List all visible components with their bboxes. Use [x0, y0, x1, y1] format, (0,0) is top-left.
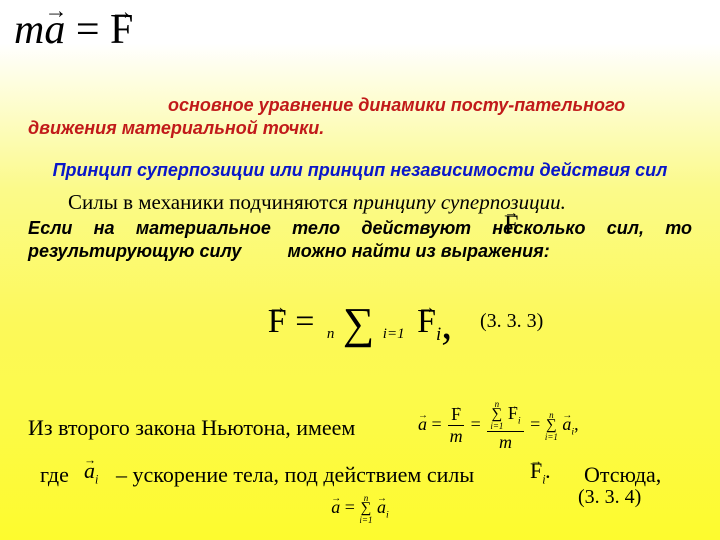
body-newton2: Из второго закона Ньютона, имеем — [28, 415, 355, 441]
vec-F: →F — [110, 6, 133, 54]
main-equation: m→a = →F — [14, 6, 133, 54]
eq-label-333: (3. 3. 3) — [480, 310, 543, 333]
body-where-tail: – ускорение тела, под действием силы — [116, 462, 474, 488]
equation-3-3-3: →F = n ∑ i=1 →Fi, — [0, 298, 720, 349]
vec-a: →a — [44, 6, 65, 54]
body-where: где — [40, 462, 69, 488]
inline-Fi: →Fi. — [530, 458, 551, 487]
body-hence: Отсюда, — [584, 462, 661, 488]
subtitle: Принцип суперпозиции или принцип независ… — [28, 160, 692, 181]
equation-a-sum-ai: →a = n∑i=1 →ai — [0, 494, 720, 524]
equation-3-3-4-chain: →a = →F m = n∑i=1 →Fi m = n∑i=1 →ai, — [418, 400, 579, 452]
heading: основное уравнение динамики посту-патель… — [28, 94, 692, 139]
body-superposition: Силы в механики подчиняются принципу суп… — [28, 190, 692, 215]
inline-ai: →ai — [84, 458, 98, 487]
inline-resultant-F: →F — [504, 210, 518, 240]
body-resultant: Если на материальное тело действуют неск… — [28, 217, 692, 262]
var-m: m — [14, 7, 44, 53]
